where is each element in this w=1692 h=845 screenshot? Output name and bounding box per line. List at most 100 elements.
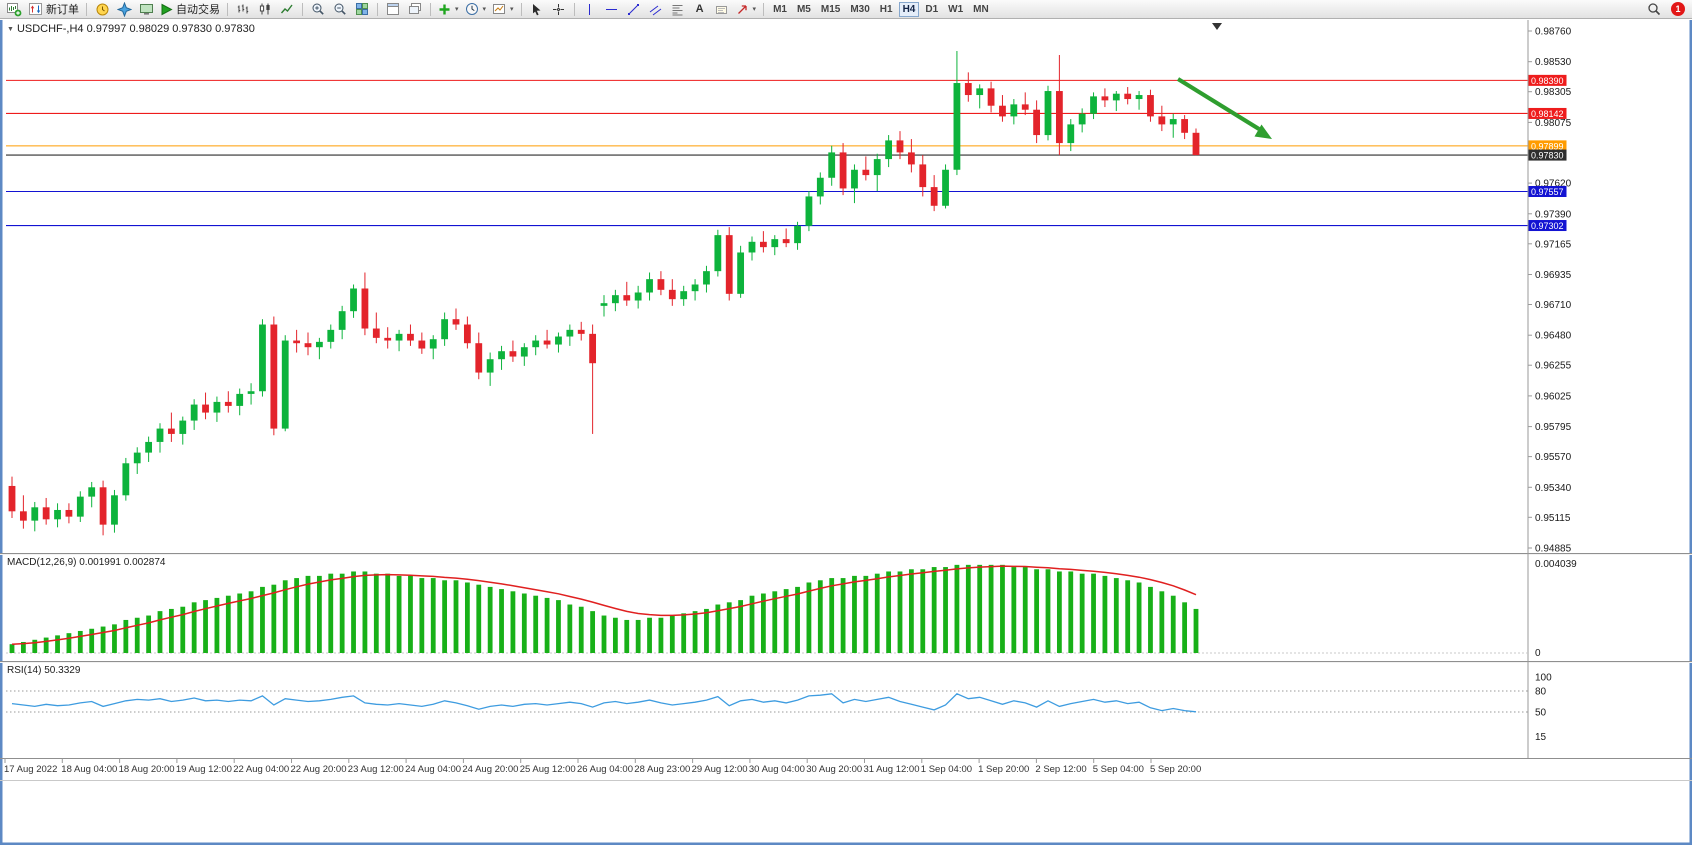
cursor-tool-button[interactable] [527,1,547,18]
toolbar-separator [377,2,378,16]
new-chart-button[interactable] [4,1,24,18]
add-indicator-button[interactable]: ▾ [436,1,461,18]
svg-text:80: 80 [1535,687,1547,698]
svg-text:31 Aug 12:00: 31 Aug 12:00 [864,764,920,775]
svg-text:0.98390: 0.98390 [1531,76,1564,86]
svg-text:17 Aug 2022: 17 Aug 2022 [4,764,57,775]
svg-text:24 Aug 04:00: 24 Aug 04:00 [405,764,461,775]
terminal-icon [139,3,153,15]
arrows-tool-button[interactable]: ▾ [734,1,759,18]
rsi-name: RSI(14) [7,665,42,676]
auto-trading-label: 自动交易 [176,4,220,16]
svg-text:2 Sep 12:00: 2 Sep 12:00 [1035,764,1086,775]
new-chart-icon [6,2,21,16]
svg-text:24 Aug 20:00: 24 Aug 20:00 [462,764,518,775]
svg-text:0.98530: 0.98530 [1535,57,1572,68]
svg-text:0.97390: 0.97390 [1535,209,1572,220]
search-button[interactable] [1644,1,1664,18]
svg-text:0.95340: 0.95340 [1535,483,1572,494]
svg-text:22 Aug 20:00: 22 Aug 20:00 [291,764,347,775]
cascade-windows-button[interactable] [405,1,425,18]
periods-button[interactable]: ▾ [463,1,489,18]
timeframe-m15-button[interactable]: M15 [817,2,844,17]
toolbar-separator [302,2,303,16]
main-toolbar: 新订单 自动交易 ▾ ▾ ▾ A ▾ M1 M5 M15 M30 H1 H4 D… [0,0,1692,19]
text-label-tool-button[interactable] [712,1,732,18]
new-window-icon [387,3,399,15]
terminal-button[interactable] [136,1,156,18]
zoom-out-button[interactable] [330,1,350,18]
market-watch-icon [96,3,108,15]
window-frame [0,20,1692,845]
trend-arrow-annotation[interactable] [1176,77,1272,139]
main-chart-panel[interactable] [6,23,1528,536]
svg-text:0.96255: 0.96255 [1535,361,1572,372]
macd-indicator-label: MACD(12,26,9) 0.001991 0.002874 [7,557,165,568]
template-button[interactable]: ▾ [490,1,516,18]
horizontal-line-tool-button[interactable] [602,1,622,18]
trendline-tool-button[interactable] [624,1,644,18]
cursor-icon [533,3,541,15]
vertical-line-tool-button[interactable] [580,1,600,18]
timeframe-d1-button[interactable]: D1 [921,2,942,17]
tile-windows-button[interactable] [352,1,372,18]
bar-chart-mode-button[interactable] [233,1,253,18]
chart-shift-marker-icon [1212,23,1222,30]
new-order-button[interactable]: 新订单 [26,1,81,18]
timeframe-h1-button[interactable]: H1 [876,2,897,17]
timeframe-m5-button[interactable]: M5 [793,2,815,17]
macd-panel[interactable]: 0.004039 0 [6,559,1577,659]
auto-trading-play-icon [161,3,173,15]
new-order-label: 新订单 [46,4,79,16]
text-tool-button[interactable]: A [690,1,710,18]
svg-text:5 Sep 04:00: 5 Sep 04:00 [1093,764,1144,775]
svg-text:0.96025: 0.96025 [1535,391,1572,402]
toolbar-separator [763,2,765,16]
auto-trading-button[interactable]: 自动交易 [158,1,222,18]
price-scale[interactable]: 0.98760 0.98530 0.98305 0.98075 0.97620 0.973… [1527,20,1572,758]
svg-text:29 Aug 12:00: 29 Aug 12:00 [692,764,748,775]
time-scale[interactable]: 17 Aug 2022 18 Aug 04:00 18 Aug 20:00 19 Au… [4,758,1201,776]
candlestick-mode-button[interactable] [255,1,275,18]
collapse-triangle-icon[interactable]: ▼ [7,26,14,33]
rsi-panel[interactable]: 100 80 50 15 [6,673,1552,744]
timeframe-m30-button[interactable]: M30 [846,2,873,17]
svg-text:22 Aug 04:00: 22 Aug 04:00 [233,764,289,775]
line-chart-mode-button[interactable] [277,1,297,18]
svg-text:0.97830: 0.97830 [1531,151,1564,161]
horizontal-line-icon [606,8,618,10]
zoom-in-button[interactable] [308,1,328,18]
svg-text:0.97557: 0.97557 [1531,187,1564,197]
rsi-indicator-label: RSI(14) 50.3329 [7,665,80,676]
timeframe-m1-button[interactable]: M1 [769,2,791,17]
line-chart-icon [280,4,293,14]
timeframe-mn-button[interactable]: MN [969,2,993,17]
candlestick-icon [259,3,270,15]
timeframe-h4-button[interactable]: H4 [898,1,920,17]
rsi-value: 50.3329 [44,665,81,676]
dropdown-caret-icon: ▾ [752,6,757,13]
navigator-button[interactable] [114,1,134,18]
notification-badge[interactable]: 1 [1671,2,1685,16]
crosshair-tool-button[interactable] [549,1,569,18]
fibonacci-tool-button[interactable] [668,1,688,18]
new-window-button[interactable] [383,1,403,18]
svg-text:23 Aug 12:00: 23 Aug 12:00 [348,764,404,775]
macd-name: MACD(12,26,9) [7,557,77,568]
text-tool-icon: A [695,3,704,15]
svg-text:15: 15 [1535,732,1547,743]
timeframe-w1-button[interactable]: W1 [944,2,967,17]
market-watch-button[interactable] [92,1,112,18]
cascade-windows-icon [409,3,421,14]
channel-tool-button[interactable] [646,1,666,18]
svg-text:0: 0 [1535,648,1541,659]
zoom-in-icon [312,3,324,15]
svg-text:18 Aug 20:00: 18 Aug 20:00 [119,764,175,775]
toolbar-separator [573,2,575,16]
svg-text:50: 50 [1535,708,1547,719]
svg-text:0.94885: 0.94885 [1535,544,1572,555]
toolbar-separator [520,2,522,16]
bar-chart-icon [237,4,249,14]
